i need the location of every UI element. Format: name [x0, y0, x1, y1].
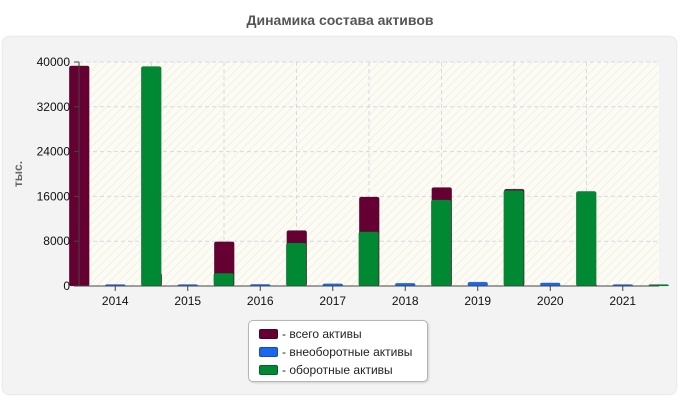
y-tick-label: 16000 [37, 189, 71, 203]
y-tick-label: 32000 [37, 100, 71, 114]
x-tick-label: 2018 [392, 294, 419, 308]
bar-noncurrent-assets [468, 282, 488, 286]
legend-swatch [259, 347, 278, 357]
x-tick-label: 2015 [174, 294, 201, 308]
x-tick-label: 2020 [537, 294, 564, 308]
legend-swatch [259, 329, 278, 339]
x-tick-label: 2017 [319, 294, 346, 308]
legend-label: - внеоборотные активы [282, 345, 412, 359]
bar-current-assets [504, 190, 524, 286]
y-axis-label: тыс. [11, 161, 25, 187]
y-tick-label: 24000 [37, 145, 71, 159]
bar-current-assets [431, 200, 451, 286]
y-tick-label: 40000 [37, 55, 71, 69]
x-tick-label: 2019 [464, 294, 491, 308]
legend-label: - всего активы [282, 327, 362, 341]
legend-item-current-assets: - оборотные активы [249, 361, 427, 379]
x-tick-label: 2021 [609, 294, 636, 308]
x-tick-label: 2014 [102, 294, 129, 308]
legend-item-total-assets: - всего активы [249, 325, 427, 343]
legend-item-noncurrent-assets: - внеоборотные активы [249, 343, 427, 361]
bar-current-assets [286, 243, 306, 286]
chart-legend: - всего активы - внеоборотные активы - о… [248, 320, 428, 382]
y-tick-label: 8000 [43, 234, 70, 248]
bar-current-assets [214, 273, 234, 286]
bar-current-assets [576, 191, 596, 286]
y-tick-label: 0 [63, 279, 70, 293]
legend-swatch [259, 365, 278, 375]
x-tick-label: 2016 [247, 294, 274, 308]
legend-label: - оборотные активы [282, 363, 393, 377]
bar-current-assets [359, 232, 379, 286]
bar-current-assets [141, 66, 161, 286]
